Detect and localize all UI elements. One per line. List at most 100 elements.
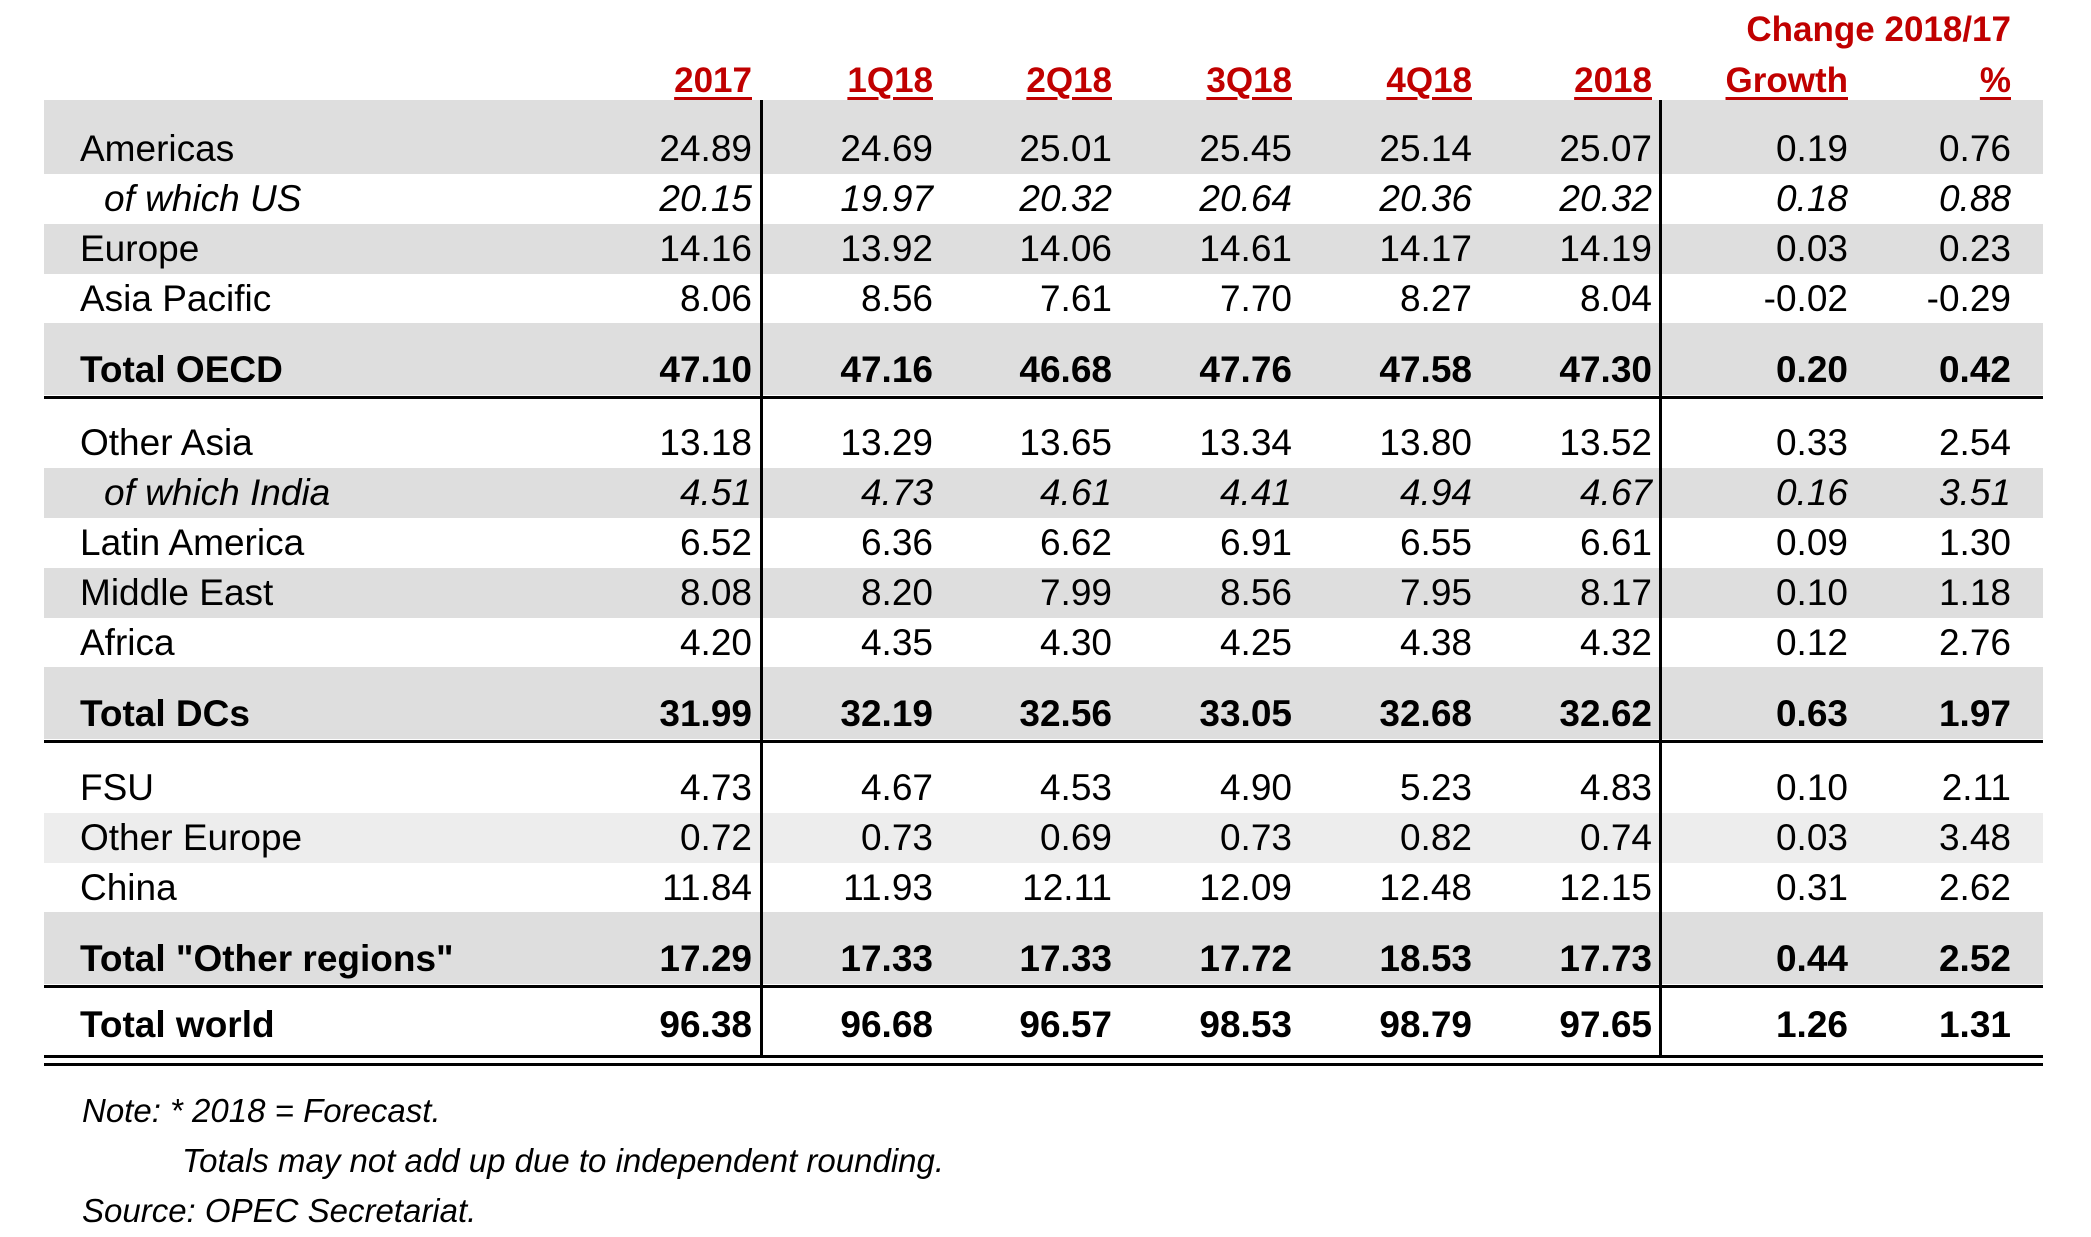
table-cell: 24.69 [840,128,933,169]
table-cell: 0.12 [1775,622,1848,663]
table-cell: 4.41 [1219,472,1292,513]
table-cell: 12.15 [1559,867,1652,908]
table-cell: 7.95 [1399,572,1472,613]
rule-after-oecd [44,396,2043,399]
table-cell: 0.73 [860,817,933,858]
table-cell: 2.76 [1938,622,2011,663]
table-cell: 0.63 [1775,693,1848,734]
column-header: 4Q18 [1386,61,1472,100]
row-band [44,323,2043,395]
row-band [44,813,2043,863]
column-header: Growth [1725,61,1848,100]
table-cell: 4.67 [860,767,933,808]
row-label: Europe [80,228,200,269]
table-cell: 14.06 [1019,228,1112,269]
rule-after-other-regions [44,985,2043,988]
row-band [44,568,2043,618]
table-cell: 0.10 [1775,572,1848,613]
table-cell: -0.29 [1926,278,2011,319]
table-cell: 18.53 [1379,938,1472,979]
row-band [44,124,2043,174]
table-cell: 6.61 [1579,522,1652,563]
table-cell: 3.51 [1938,472,2011,513]
table-cell: 0.69 [1039,817,1112,858]
table-cell: 8.20 [860,572,933,613]
row-label: Latin America [80,522,305,563]
table-cell: 8.06 [679,278,752,319]
table-cell: 25.14 [1379,128,1472,169]
table-cell: 32.56 [1019,693,1112,734]
table-cell: 4.32 [1579,622,1652,663]
table-cell: 0.82 [1399,817,1472,858]
table-cell: 19.97 [840,178,933,219]
table-cell: 4.73 [679,767,752,808]
row-label: Middle East [80,572,274,613]
table-cell: 4.53 [1039,767,1112,808]
table-cell: 0.19 [1775,128,1848,169]
table-cell: 5.23 [1399,767,1472,808]
table-cell: 17.33 [840,938,933,979]
table-cell: 14.16 [659,228,752,269]
table-cell: 4.51 [679,472,752,513]
row-label: China [80,867,177,908]
table-cell: 1.18 [1938,572,2011,613]
table-cell: 17.72 [1199,938,1292,979]
table-cell: 2.54 [1938,422,2011,463]
table-cell: 0.03 [1775,228,1848,269]
table-cell: 6.55 [1399,522,1472,563]
header-band [44,100,2043,126]
column-header: 2018 [1574,61,1652,100]
table-cell: 0.74 [1579,817,1652,858]
table-cell: 47.30 [1559,349,1652,390]
table-cell: 47.58 [1379,349,1472,390]
table-cell: 0.18 [1775,178,1848,219]
table-cell: 14.17 [1379,228,1472,269]
table-cell: 98.79 [1379,1004,1472,1045]
table-cell: 47.76 [1199,349,1292,390]
table-cell: 0.23 [1938,228,2011,269]
table-cell: 20.15 [659,178,752,219]
divider-after-2018 [1659,100,1662,1058]
table-cell: 20.32 [1019,178,1112,219]
table-cell: 8.08 [679,572,752,613]
row-band [44,667,2043,739]
table-cell: 2.62 [1938,867,2011,908]
table-cell: 0.73 [1219,817,1292,858]
table-cell: 4.67 [1579,472,1652,513]
table-cell: 1.31 [1938,1004,2011,1045]
row-label: Africa [80,622,175,663]
table-cell: 1.30 [1938,522,2011,563]
row-band [44,224,2043,274]
table-cell: 4.73 [860,472,933,513]
table-cell: 4.20 [679,622,752,663]
table-cell: 4.35 [860,622,933,663]
table-cell: 6.52 [679,522,752,563]
table-cell: 4.25 [1219,622,1292,663]
row-band [44,912,2043,984]
table-cell: 0.72 [679,817,752,858]
note-rounding: Totals may not add up due to independent… [182,1142,945,1179]
table-cell: 2.52 [1938,938,2011,979]
table-cell: 13.18 [659,422,752,463]
row-label: Total DCs [80,693,250,734]
table-cell: 0.44 [1775,938,1848,979]
table-cell: 0.16 [1775,472,1848,513]
table-cell: 0.31 [1775,867,1848,908]
table-cell: 6.91 [1219,522,1292,563]
table-cell: 0.20 [1775,349,1848,390]
table-cell: 0.03 [1775,817,1848,858]
rule-bottom-2 [44,1063,2043,1066]
table-cell: 25.45 [1199,128,1292,169]
table-cell: 0.09 [1775,522,1848,563]
table-cell: 0.10 [1775,767,1848,808]
table-cell: 4.61 [1039,472,1112,513]
table-cell: 14.19 [1559,228,1652,269]
table-cell: 17.29 [659,938,752,979]
table-cell: 0.88 [1938,178,2011,219]
table-cell: 12.11 [1022,867,1112,908]
table-cell: 11.84 [662,867,752,908]
table-cell: 4.38 [1399,622,1472,663]
table-cell: 3.48 [1938,817,2011,858]
table-cell: 14.61 [1199,228,1292,269]
